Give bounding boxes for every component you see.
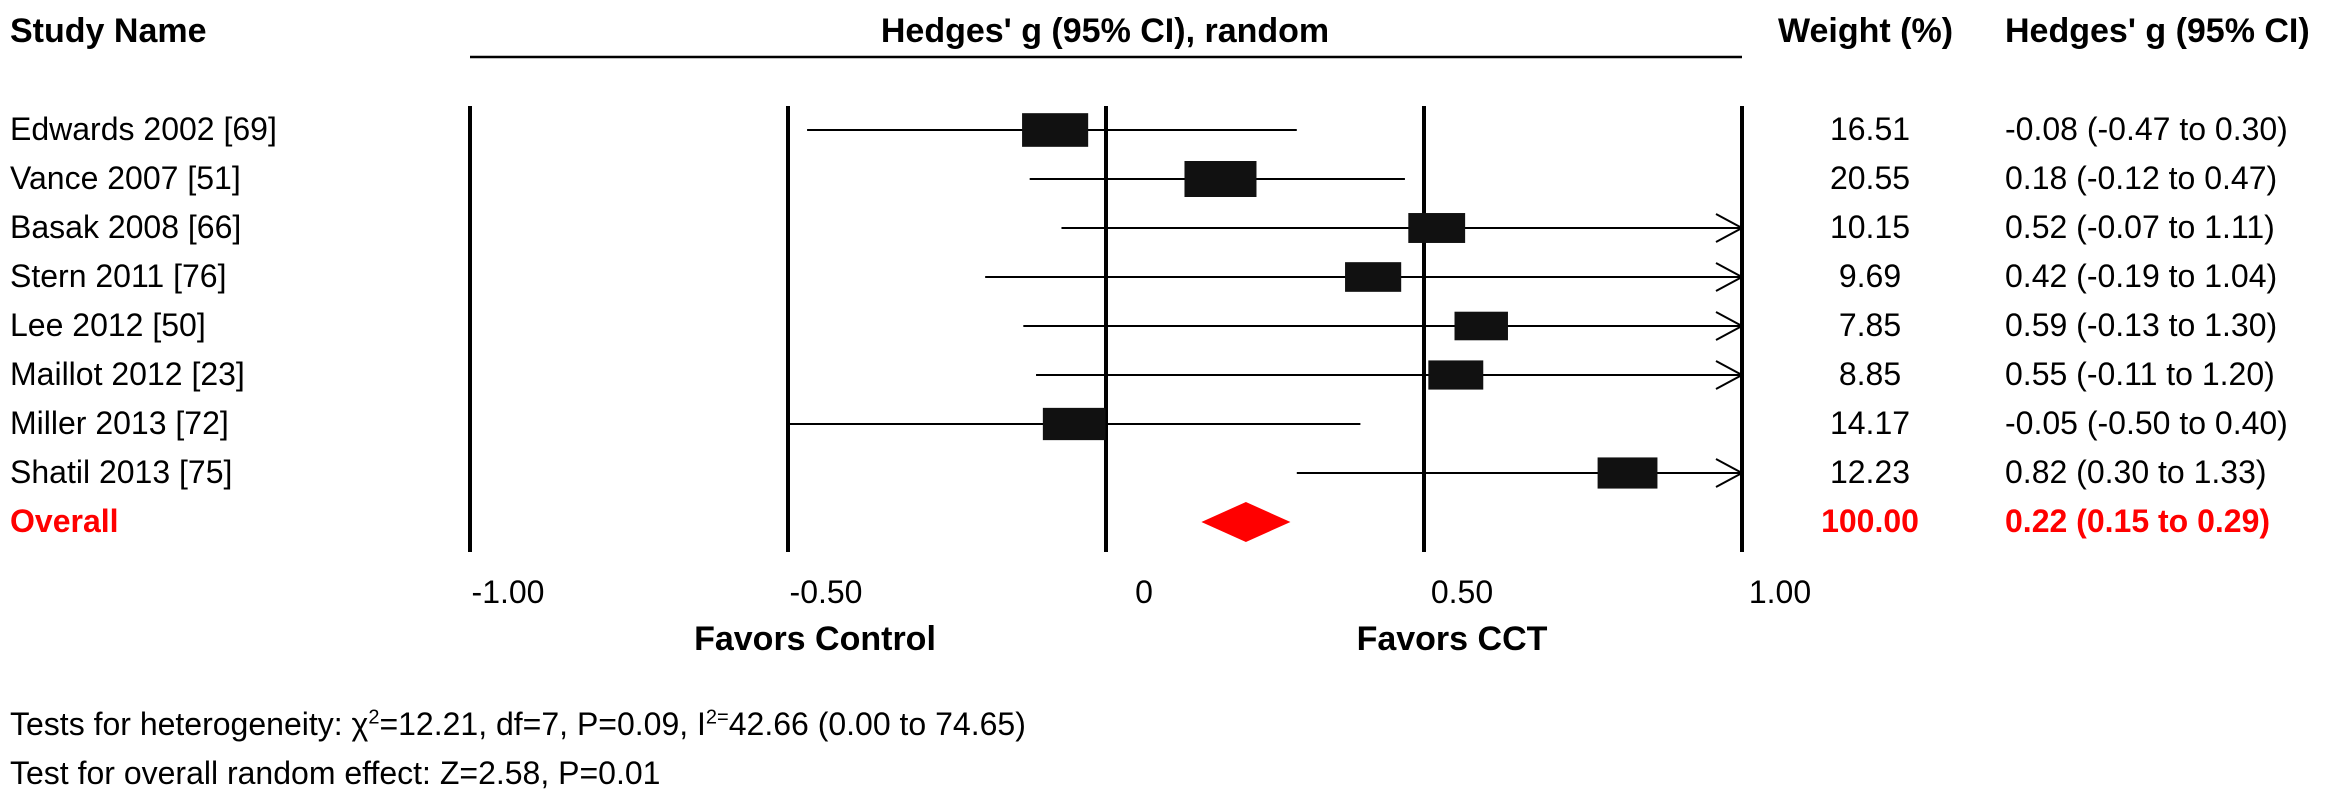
- plot-header: Hedges' g (95% CI), random: [880, 12, 1330, 50]
- study-ci-label: 0.18 (-0.12 to 0.47): [2005, 160, 2278, 196]
- favors-cct-label: Favors CCT: [1356, 620, 1548, 658]
- ci-arrow-7: [1715, 458, 1745, 488]
- study-name: Edwards 2002 [69]: [10, 111, 277, 147]
- heterogeneity-mid: =12.21, df=7, P=0.09, I: [379, 706, 706, 742]
- effect-box-2: [1408, 213, 1466, 243]
- effect-header: Hedges' g (95% CI): [2005, 12, 2310, 50]
- study-weight: 9.69: [1838, 258, 1902, 294]
- ci-arrow-3: [1715, 262, 1745, 292]
- ci-arrow-4: [1715, 311, 1745, 341]
- overall-weight: 100.00: [1821, 503, 1919, 539]
- x-tick-label: 1.00: [1748, 574, 1812, 610]
- study-ci-label: 0.59 (-0.13 to 1.30): [2005, 307, 2278, 343]
- favors-control-label: Favors Control: [694, 620, 936, 658]
- study-weight: 16.51: [1829, 111, 1911, 147]
- study-weight: 10.15: [1829, 209, 1911, 245]
- heterogeneity-suffix: 42.66 (0.00 to 74.65): [728, 706, 1026, 742]
- study-ci-label: 0.52 (-0.07 to 1.11): [2005, 209, 2275, 245]
- effect-box-6: [1042, 407, 1106, 441]
- overall-label: Overall: [10, 503, 119, 539]
- effect-box-5: [1428, 360, 1484, 390]
- study-ci-label: 0.82 (0.30 to 1.33): [2005, 454, 2267, 490]
- overall-ci-label: 0.22 (0.15 to 0.29): [2005, 503, 2271, 539]
- study-weight: 14.17: [1829, 405, 1911, 441]
- study-ci-label: -0.05 (-0.50 to 0.40): [2005, 405, 2288, 441]
- x-tick-label: 0: [1135, 574, 1153, 610]
- heterogeneity-prefix: Tests for heterogeneity: χ: [10, 706, 369, 742]
- study-name: Vance 2007 [51]: [10, 160, 241, 196]
- study-name: Maillot 2012 [23]: [10, 356, 245, 392]
- heterogeneity-test: Tests for heterogeneity: χ2=12.21, df=7,…: [10, 706, 1026, 743]
- study-weight: 12.23: [1829, 454, 1911, 490]
- effect-box-4: [1454, 311, 1508, 341]
- effect-box-0: [1022, 113, 1089, 147]
- study-name: Lee 2012 [50]: [10, 307, 206, 343]
- ci-arrow-2: [1715, 213, 1745, 243]
- overall-diamond: [1201, 502, 1291, 542]
- study-name: Shatil 2013 [75]: [10, 454, 233, 490]
- chi-superscript: 2: [368, 706, 380, 729]
- study-name-header: Study Name: [10, 12, 207, 50]
- effect-box-3: [1345, 262, 1402, 292]
- weight-header: Weight (%): [1778, 12, 1954, 50]
- study-name: Basak 2008 [66]: [10, 209, 242, 245]
- study-weight: 7.85: [1838, 307, 1902, 343]
- study-weight: 20.55: [1829, 160, 1911, 196]
- study-name: Stern 2011 [76]: [10, 258, 227, 294]
- study-ci-label: -0.08 (-0.47 to 0.30): [2005, 111, 2288, 147]
- effect-box-7: [1597, 457, 1658, 489]
- overall-effect-test: Test for overall random effect: Z=2.58, …: [10, 755, 661, 791]
- x-tick-label: -1.00: [471, 574, 545, 610]
- i2-superscript: 2=: [705, 706, 729, 729]
- ci-arrow-5: [1715, 360, 1745, 390]
- effect-box-1: [1184, 161, 1257, 197]
- study-ci-label: 0.42 (-0.19 to 1.04): [2005, 258, 2278, 294]
- study-weight: 8.85: [1838, 356, 1902, 392]
- x-tick-label: 0.50: [1430, 574, 1494, 610]
- x-tick-label: -0.50: [789, 574, 863, 610]
- study-ci-label: 0.55 (-0.11 to 1.20): [2005, 356, 2275, 392]
- study-name: Miller 2013 [72]: [10, 405, 229, 441]
